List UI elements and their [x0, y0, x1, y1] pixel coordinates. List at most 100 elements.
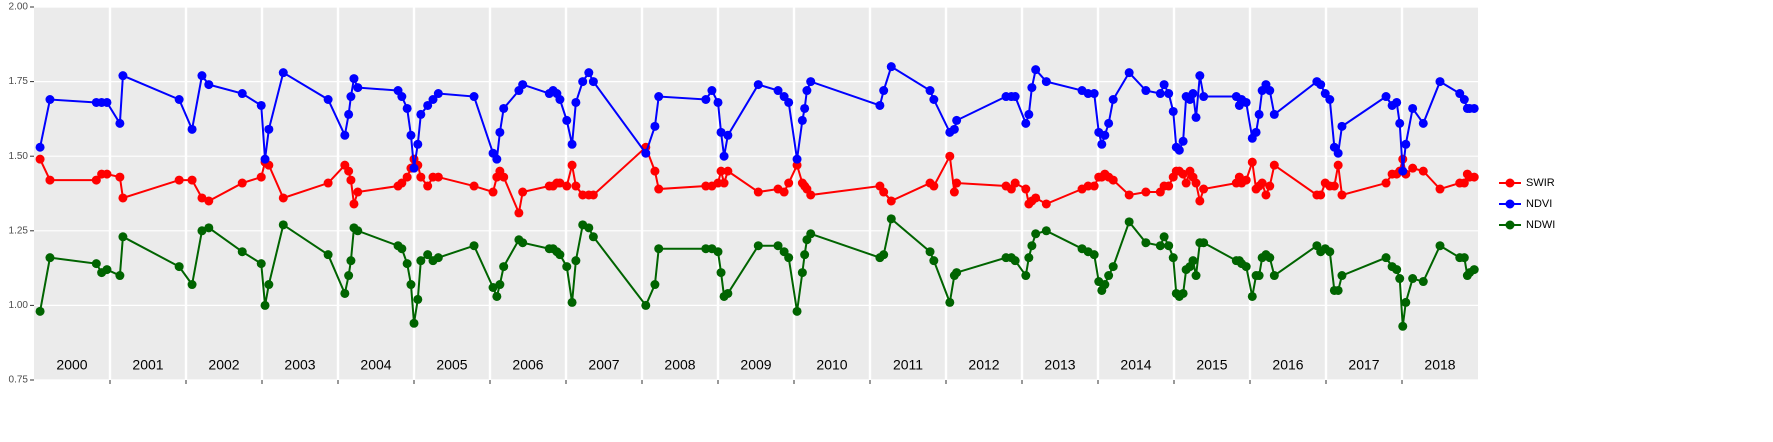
- point: [397, 178, 407, 188]
- point: [654, 92, 664, 102]
- legend-key: [1505, 220, 1515, 230]
- point: [256, 259, 266, 269]
- point: [1089, 250, 1099, 260]
- point: [1265, 181, 1275, 191]
- year-label: 2016: [1272, 357, 1303, 373]
- point: [1041, 77, 1051, 87]
- year-label: 2014: [1120, 357, 1151, 373]
- point: [1401, 297, 1411, 307]
- point: [423, 250, 433, 260]
- point: [945, 297, 955, 307]
- point: [187, 124, 197, 134]
- y-tick-label: 1.75: [9, 76, 29, 87]
- point: [1188, 89, 1198, 99]
- point: [1261, 190, 1271, 200]
- point: [197, 193, 207, 203]
- point: [1010, 178, 1020, 188]
- point: [1316, 80, 1326, 90]
- point: [1174, 145, 1184, 155]
- point: [187, 280, 197, 290]
- point: [650, 121, 660, 131]
- point: [344, 166, 354, 176]
- point: [433, 172, 443, 182]
- point: [1041, 226, 1051, 236]
- point: [1141, 86, 1151, 96]
- point: [562, 181, 572, 191]
- point: [237, 178, 247, 188]
- point: [1241, 262, 1251, 272]
- point: [397, 244, 407, 254]
- point: [588, 190, 598, 200]
- point: [174, 175, 184, 185]
- point: [650, 166, 660, 176]
- year-label: 2004: [360, 357, 391, 373]
- point: [102, 265, 112, 275]
- point: [1241, 97, 1251, 107]
- point: [1178, 136, 1188, 146]
- point: [1337, 271, 1347, 281]
- point: [278, 193, 288, 203]
- point: [1241, 175, 1251, 185]
- point: [567, 297, 577, 307]
- point: [1392, 97, 1402, 107]
- point: [567, 139, 577, 149]
- point: [879, 86, 889, 96]
- point: [1269, 109, 1279, 119]
- point: [469, 92, 479, 102]
- point: [492, 291, 502, 301]
- point: [409, 318, 419, 328]
- point: [1418, 277, 1428, 287]
- legend-key: [1505, 178, 1515, 188]
- point: [340, 130, 350, 140]
- point: [204, 196, 214, 206]
- point: [1031, 229, 1041, 239]
- point: [1124, 217, 1134, 227]
- point: [723, 288, 733, 298]
- point: [1124, 68, 1134, 78]
- point: [1124, 190, 1134, 200]
- point: [495, 127, 505, 137]
- point: [641, 148, 651, 158]
- point: [945, 151, 955, 161]
- point: [1168, 106, 1178, 116]
- year-label: 2013: [1044, 357, 1075, 373]
- point: [1459, 95, 1469, 105]
- point: [397, 92, 407, 102]
- point: [344, 109, 354, 119]
- point: [1381, 253, 1391, 263]
- point: [773, 86, 783, 96]
- point: [952, 268, 962, 278]
- point: [1164, 181, 1174, 191]
- point: [571, 256, 581, 266]
- point: [1141, 238, 1151, 248]
- point: [278, 220, 288, 230]
- point: [1108, 95, 1118, 105]
- point: [1265, 253, 1275, 263]
- y-tick-label: 1.00: [9, 300, 29, 311]
- point: [925, 247, 935, 257]
- point: [886, 62, 896, 72]
- point: [1027, 241, 1037, 251]
- point: [260, 300, 270, 310]
- point: [1398, 321, 1408, 331]
- point: [929, 95, 939, 105]
- year-label: 2002: [208, 357, 239, 373]
- point: [518, 238, 528, 248]
- point: [349, 74, 359, 84]
- point: [433, 253, 443, 263]
- point: [879, 250, 889, 260]
- point: [584, 223, 594, 233]
- point: [1010, 256, 1020, 266]
- point: [802, 86, 812, 96]
- point: [406, 280, 416, 290]
- point: [499, 172, 509, 182]
- point: [1178, 288, 1188, 298]
- point: [1155, 241, 1165, 251]
- point: [402, 103, 412, 113]
- point: [1469, 265, 1479, 275]
- point: [1408, 274, 1418, 284]
- point: [784, 178, 794, 188]
- year-label: 2009: [740, 357, 771, 373]
- point: [91, 175, 101, 185]
